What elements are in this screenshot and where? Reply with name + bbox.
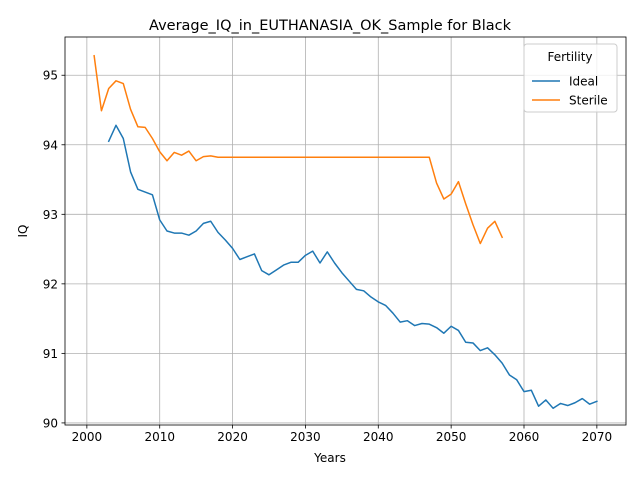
y-tick-label: 90 — [43, 416, 58, 430]
x-axis: 2000 2010 2020 2030 2040 2050 2060 2070 — [72, 425, 613, 444]
y-tick-label: 91 — [43, 347, 58, 361]
plot-frame — [64, 36, 627, 426]
series-line-sterile — [93, 54, 504, 245]
y-axis: 90 91 92 93 94 95 — [43, 69, 65, 430]
y-tick-label: 94 — [43, 138, 58, 152]
x-tick-label: 2030 — [290, 430, 321, 444]
x-axis-label: Years — [313, 451, 346, 465]
x-tick-label: 2050 — [436, 430, 467, 444]
legend-label-sterile: Sterile — [569, 94, 608, 108]
series-line-ideal — [107, 124, 598, 410]
y-axis-label: IQ — [16, 225, 30, 238]
series-layer — [93, 54, 598, 410]
y-tick-label: 95 — [43, 69, 58, 83]
legend-title: Fertility — [547, 50, 592, 64]
legend-box — [523, 43, 618, 113]
y-tick-label: 92 — [43, 277, 58, 291]
y-tick-label: 93 — [43, 208, 58, 222]
x-tick-label: 2010 — [144, 430, 175, 444]
x-tick-label: 2060 — [509, 430, 540, 444]
x-tick-label: 2000 — [72, 430, 103, 444]
legend: Fertility Ideal Sterile — [523, 43, 618, 113]
x-tick-label: 2070 — [582, 430, 613, 444]
x-tick-label: 2040 — [363, 430, 394, 444]
x-tick-label: 2020 — [217, 430, 248, 444]
legend-label-ideal: Ideal — [569, 75, 598, 89]
chart-title: Average_IQ_in_EUTHANASIA_OK_Sample for B… — [149, 18, 512, 34]
